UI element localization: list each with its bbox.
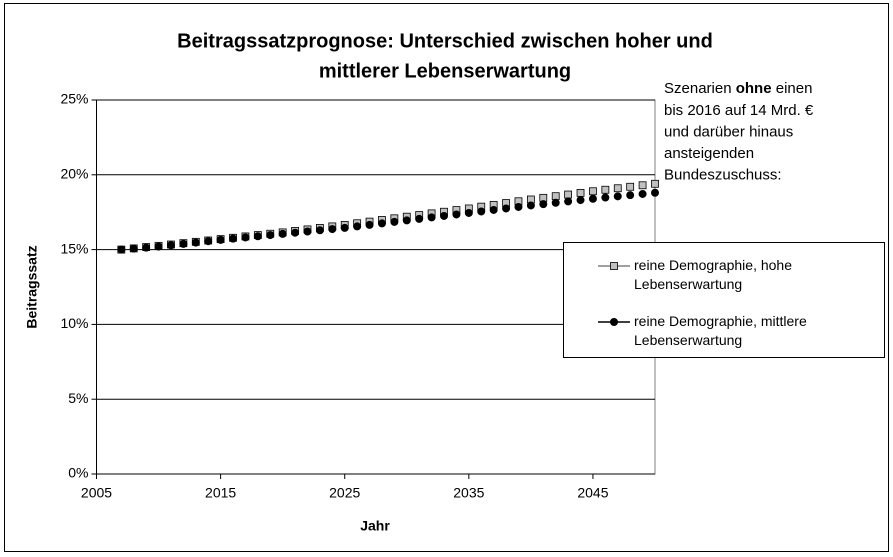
y-tick-label: 25%	[60, 91, 88, 107]
x-tick-label: 2005	[81, 485, 112, 501]
data-point	[340, 223, 349, 232]
data-point	[651, 188, 660, 197]
x-tick-label: 2035	[453, 485, 484, 501]
y-tick-label: 0%	[68, 465, 88, 481]
annotation: ansteigenden	[664, 145, 754, 162]
data-point	[576, 196, 585, 205]
data-point	[638, 181, 647, 190]
data-point	[415, 214, 424, 223]
data-point	[154, 242, 163, 251]
data-point	[551, 198, 560, 207]
data-point	[402, 216, 411, 225]
legend-marker	[610, 317, 619, 326]
x-tick-label: 2025	[329, 485, 360, 501]
data-point	[638, 189, 647, 198]
data-point	[377, 219, 386, 228]
data-point	[253, 232, 262, 241]
legend	[563, 242, 885, 358]
data-point	[365, 220, 374, 229]
annotation: Szenarien ohne einen	[664, 80, 812, 97]
data-point	[526, 201, 535, 210]
data-point	[601, 193, 610, 202]
data-point	[539, 200, 548, 209]
data-point	[576, 189, 585, 197]
data-point	[601, 185, 610, 194]
data-point	[651, 179, 659, 188]
annotation-part: einen	[776, 80, 813, 97]
data-point	[216, 235, 225, 244]
data-point	[489, 205, 498, 214]
annotation-part: Szenarien	[664, 80, 732, 97]
data-point	[626, 191, 635, 200]
data-point	[353, 222, 362, 231]
data-point	[390, 217, 399, 226]
plot-area	[96, 99, 656, 475]
data-point	[142, 243, 151, 252]
data-point	[266, 231, 275, 240]
annotation: und darüber hinaus	[664, 123, 793, 140]
data-point	[514, 202, 523, 211]
data-point	[315, 226, 324, 235]
legend-marker	[610, 262, 618, 270]
data-point	[564, 190, 573, 199]
legend-label: reine Demographie, mittlere Lebenserwartu…	[634, 313, 807, 348]
data-point	[129, 244, 138, 253]
legend-label: reine Demographie, hohe Lebenserwartung	[634, 257, 792, 292]
annotation-part: ohne	[736, 80, 772, 97]
data-point	[588, 194, 597, 203]
y-tick-label: 5%	[68, 390, 88, 406]
data-point	[613, 184, 622, 193]
data-point	[440, 211, 449, 220]
chart-title: Beitragssatzprognose: Unterschied zwisch…	[177, 30, 713, 52]
legend-label-line: Lebenserwartung	[634, 276, 742, 292]
data-point	[278, 229, 287, 238]
data-point	[464, 208, 473, 217]
legend-label-line: Lebenserwartung	[634, 332, 742, 348]
y-axis-label: Beitragssatz	[24, 245, 40, 328]
data-point	[551, 192, 560, 201]
data-point	[303, 227, 312, 236]
x-tick-label: 2015	[205, 485, 236, 501]
data-point	[166, 241, 175, 250]
data-point	[589, 187, 597, 196]
annotation: bis 2016 auf 14 Mrd. €	[664, 102, 814, 119]
data-point	[291, 228, 300, 237]
chart-title: mittlerer Lebenserwartung	[319, 60, 571, 82]
data-point	[191, 238, 200, 247]
data-point	[626, 182, 635, 191]
y-tick-label: 20%	[60, 166, 88, 182]
data-point	[204, 237, 213, 246]
x-tick-label: 2045	[577, 485, 608, 501]
y-tick-label: 15%	[60, 240, 88, 256]
data-point	[117, 245, 126, 254]
data-point	[477, 207, 486, 216]
data-point	[613, 192, 622, 201]
data-point	[179, 239, 188, 248]
annotation: Bundeszuschuss:	[664, 166, 782, 183]
data-point	[241, 233, 250, 242]
data-point	[502, 204, 511, 213]
legend-label-line: reine Demographie, hohe	[634, 257, 792, 273]
data-point	[564, 197, 573, 206]
data-point	[328, 225, 337, 234]
data-point	[427, 213, 436, 222]
data-point	[229, 234, 238, 243]
data-point	[452, 210, 461, 219]
legend-label-line: reine Demographie, mittlere	[634, 313, 807, 329]
y-tick-label: 10%	[60, 315, 88, 331]
x-axis-label: Jahr	[360, 518, 390, 534]
